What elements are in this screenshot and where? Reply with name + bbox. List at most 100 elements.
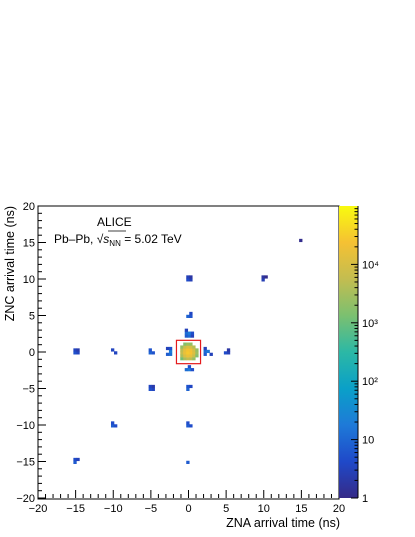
heatmap-bin [184, 368, 189, 372]
heatmap-bin [261, 275, 265, 279]
heatmap-bin [203, 349, 207, 354]
heatmap-bin [73, 457, 77, 462]
heatmap-bin [187, 331, 192, 335]
heatmap-bin [151, 384, 155, 389]
heatmap-bin [189, 311, 193, 316]
heatmap-bin [187, 334, 192, 338]
heatmap-bin [168, 352, 173, 356]
heatmap-bin [180, 357, 184, 361]
heatmap-bin [223, 351, 228, 355]
heatmap-bin [195, 348, 199, 352]
heatmap-bin [189, 354, 193, 358]
heatmap-bin [226, 348, 231, 352]
heatmap-bin [110, 348, 115, 352]
heatmap-bin [168, 349, 173, 354]
y-tick-label: 15 [23, 238, 35, 250]
heatmap-bin [209, 352, 213, 356]
y-tick-label: −10 [16, 420, 35, 432]
y-tick-label: 10 [23, 274, 35, 286]
y-axis-title: ZNC arrival time (ns) [3, 206, 17, 321]
color-scale: 1 10 10² 10³ 10⁴ [339, 206, 379, 505]
collision-system-label: Pb–Pb, √sNN = 5.02 TeV [54, 230, 182, 248]
heatmap-bin [192, 354, 196, 358]
heatmap-bin [165, 346, 170, 351]
system-prefix: Pb–Pb, [54, 232, 97, 246]
heatmap-bin [186, 354, 190, 358]
heatmap-bin [183, 351, 187, 355]
x-tick-label: −15 [66, 503, 85, 515]
heatmap-bin [148, 384, 152, 389]
nn-subscript: NN [109, 239, 121, 248]
x-tick-label: −5 [145, 503, 158, 515]
heatmap-bin [183, 354, 187, 358]
heatmap-bin [186, 421, 190, 425]
heatmap-bin [186, 275, 190, 279]
z-tick-label: 1 [362, 493, 368, 505]
heatmap-bin [184, 328, 189, 332]
heatmap-bin [184, 331, 189, 335]
svg-text:Pb–Pb, √sNN = 5.02 TeV: Pb–Pb, √sNN = 5.02 TeV [54, 232, 182, 248]
heatmap-bin [203, 352, 207, 356]
x-tick-label: 10 [258, 503, 270, 515]
y-axis: 20 15 10 5 0 −5 −10 −15 −20 [16, 201, 46, 505]
heatmap-bin [183, 348, 187, 352]
heatmap-bin [180, 354, 184, 358]
z-tick-label: 10² [362, 376, 378, 388]
heatmap-bin [226, 351, 231, 355]
y-tick-label: 5 [29, 311, 35, 323]
heatmap-bin [114, 351, 118, 355]
heatmap-bin [165, 352, 170, 356]
heatmap-bin [148, 351, 152, 355]
heatmap-bin [180, 348, 184, 352]
y-tick-label: 20 [23, 201, 35, 213]
heatmap-bin [76, 351, 80, 355]
x-tick-label: 15 [295, 503, 307, 515]
heatmap-bin [190, 334, 195, 338]
heatmap-bin [192, 345, 196, 349]
heatmap-bin [180, 351, 184, 355]
heatmap-bin [189, 384, 193, 389]
y-tick-label: −5 [22, 384, 35, 396]
heatmap-bin [73, 351, 77, 355]
heatmap-bin [189, 424, 193, 428]
color-scale-bar [339, 206, 358, 498]
heatmap-bin [180, 345, 184, 349]
heatmap-bin [151, 387, 155, 391]
heatmap-bin [192, 357, 196, 361]
heatmap-bin [189, 275, 193, 279]
heatmap-bin [73, 460, 77, 464]
y-tick-label: −15 [16, 457, 35, 469]
x-tick-label: −10 [104, 503, 123, 515]
x-axis: −20 −15 −10 −5 0 5 10 15 20 [29, 490, 345, 515]
highlight-box [175, 339, 202, 365]
heatmap-bin [195, 351, 199, 355]
z-tick-label: 10³ [362, 318, 378, 330]
heatmap-bin [186, 351, 190, 355]
heatmap-bin [73, 348, 77, 352]
heatmap-bin [195, 354, 199, 358]
heatmap-bin [190, 331, 195, 335]
heatmap-bin [186, 345, 190, 349]
energy-text: = 5.02 TeV [121, 232, 182, 246]
heatmap-bin [203, 346, 207, 351]
x-tick-label: 5 [223, 503, 229, 515]
heatmap-bin [189, 357, 193, 361]
heatmap-bin [114, 424, 118, 428]
x-tick-label: −20 [29, 503, 48, 515]
sqrt-symbol: √ [97, 232, 104, 246]
heatmap-bin [186, 348, 190, 352]
heatmap-bin [189, 342, 193, 346]
s-symbol: s [103, 232, 109, 246]
heatmap-bin [183, 357, 187, 361]
z-tick-label: 10 [362, 435, 374, 447]
heatmap-bin [187, 368, 192, 372]
heatmap-bin [189, 314, 193, 318]
heatmap-bin [186, 384, 190, 389]
heatmap-bin [183, 342, 187, 346]
heatmap-bin [186, 387, 190, 391]
heatmap-bin [110, 421, 115, 425]
heatmap-bin [261, 278, 265, 282]
heatmap-bin [186, 460, 190, 464]
heatmap-bin [189, 345, 193, 349]
